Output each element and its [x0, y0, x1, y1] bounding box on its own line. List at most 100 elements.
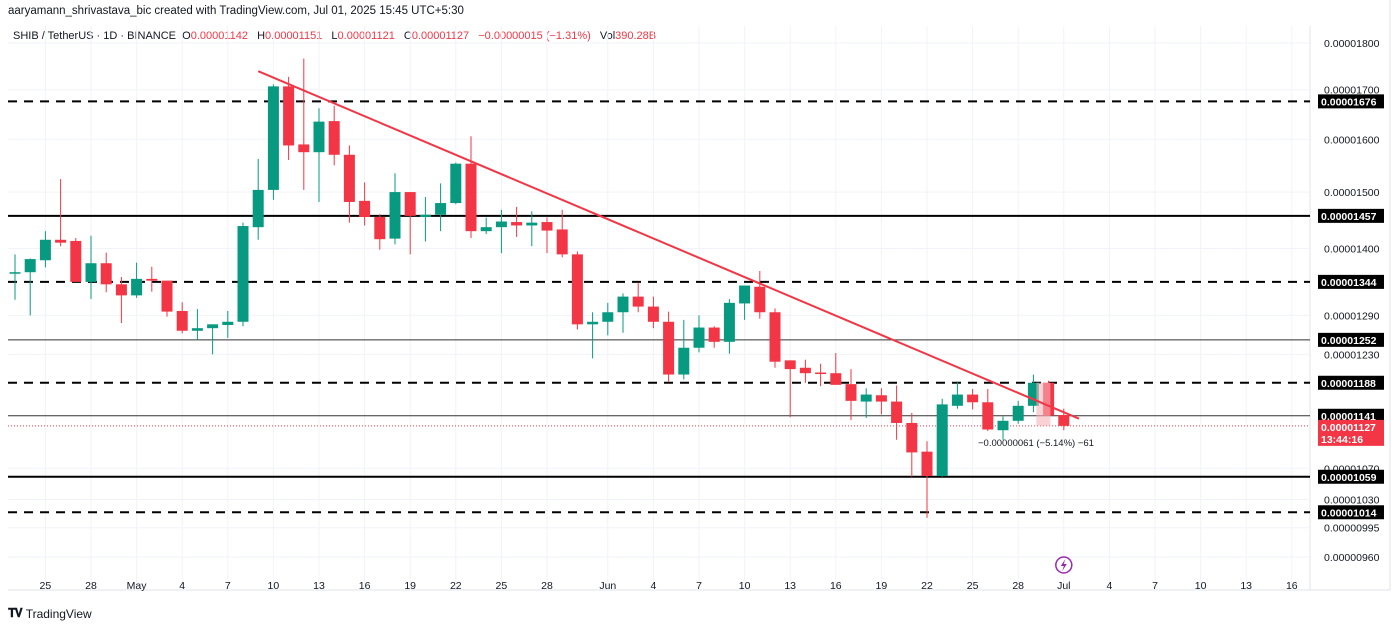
candle-up — [252, 158, 264, 240]
level-price-label: 0.00001059 — [1321, 472, 1377, 484]
candle-body — [389, 192, 401, 239]
candle-body — [450, 163, 462, 204]
candle-down — [830, 353, 842, 385]
candle-body — [1027, 382, 1039, 406]
candle-down — [799, 359, 811, 383]
candle-down — [647, 296, 659, 329]
candle-down — [921, 441, 933, 518]
lightning-icon[interactable] — [1055, 556, 1073, 574]
candle-body — [754, 286, 766, 313]
candle-body — [511, 222, 523, 226]
date-tick-label: 16 — [1286, 580, 1298, 592]
price-chart[interactable]: −0.00000061 (−5.14%) −61 0.000018000.000… — [0, 0, 1400, 600]
candle-down — [663, 311, 675, 383]
candle-body — [663, 321, 675, 375]
candle-body — [845, 384, 857, 401]
date-tick-label: 22 — [450, 580, 462, 592]
candle-body — [1058, 415, 1070, 426]
candle-body — [830, 373, 842, 385]
bar-countdown: 13:44:16 — [1321, 434, 1363, 446]
candle-body — [267, 86, 279, 190]
candle-body — [313, 121, 325, 153]
candle-body — [723, 302, 735, 342]
date-tick-label: Jul — [1057, 580, 1070, 592]
level-price-label: 0.00001188 — [1321, 378, 1376, 390]
price-tick-label: 0.00001700 — [1324, 85, 1380, 97]
date-tick-label: 13 — [1240, 580, 1252, 592]
candle-up — [39, 231, 51, 268]
trendline[interactable] — [257, 70, 1080, 420]
candle-body — [860, 394, 872, 402]
date-tick-label: 28 — [541, 580, 553, 592]
candle-up — [693, 315, 705, 353]
candle-down — [70, 238, 82, 282]
price-tick-label: 0.00000960 — [1324, 552, 1380, 564]
candle-up — [207, 324, 219, 355]
candle-body — [480, 227, 492, 232]
candle-body — [739, 285, 751, 304]
candle-body — [495, 221, 507, 228]
price-tick-label: 0.00001800 — [1324, 38, 1380, 50]
level-price-tag — [1318, 469, 1384, 484]
candle-body — [997, 420, 1009, 431]
level-price-tag — [1318, 274, 1384, 289]
date-tick-label: 22 — [921, 580, 933, 592]
candle-down — [845, 369, 857, 421]
candle-body — [526, 222, 538, 226]
candle-down — [298, 58, 310, 190]
volume-value: 390.28B — [615, 30, 657, 42]
candle-down — [769, 308, 781, 368]
close-label: C — [403, 30, 412, 42]
symbol-name[interactable]: SHIB / TetherUS · 1D · BINANCE — [13, 30, 177, 42]
candle-up — [526, 211, 538, 247]
candle-body — [131, 278, 143, 296]
close-value: 0.00001127 — [411, 30, 470, 42]
date-tick-label: 7 — [225, 580, 231, 592]
candle-down — [176, 302, 188, 334]
date-tick-label: 4 — [179, 580, 185, 592]
drawings[interactable]: −0.00000061 (−5.14%) −61 — [257, 70, 1094, 574]
candle-up — [495, 209, 507, 254]
time-axis[interactable]: 25 28 May 4 7 10 13 16 19 22 25 28 Jun 4 7 10 13 16 19 22 25… — [40, 580, 1298, 592]
horizontal-levels[interactable] — [8, 100, 1310, 514]
candle-down — [754, 271, 766, 319]
candle-up — [24, 258, 36, 316]
candle-down — [541, 217, 553, 254]
date-tick-label: 7 — [696, 580, 702, 592]
candle-up — [480, 217, 492, 235]
date-tick-label: 4 — [650, 580, 656, 592]
candle-up — [237, 222, 249, 327]
candle-up — [389, 173, 401, 245]
level-price-label: 0.00001676 — [1321, 96, 1377, 108]
high-value: 0.00001151 — [265, 30, 323, 42]
candle-body — [602, 312, 614, 322]
price-tick-label: 0.00001500 — [1324, 187, 1380, 199]
date-tick-label: 25 — [967, 580, 979, 592]
tradingview-logo[interactable]: 𝐓𝐕 TradingView — [8, 606, 92, 621]
symbol-legend: SHIB / TetherUS · 1D · BINANCE O0.000011… — [13, 30, 662, 42]
candle-down — [404, 192, 416, 255]
level-price-tag — [1318, 375, 1384, 390]
candle-down — [511, 206, 523, 237]
candle-up — [267, 84, 279, 200]
candle-body — [769, 312, 781, 362]
candle-body — [85, 263, 97, 282]
price-axis[interactable]: 0.00001800 0.00001700 0.00001600 0.00001500… — [1318, 38, 1384, 564]
candle-body — [419, 214, 431, 217]
grid — [8, 0, 1391, 591]
candle-down — [100, 252, 112, 293]
candle-body — [9, 272, 21, 274]
candle-body — [176, 310, 188, 331]
price-tick-label: 0.00001600 — [1324, 134, 1380, 146]
candle-body — [100, 263, 112, 285]
candle-up — [435, 183, 447, 232]
candle-body — [617, 296, 629, 313]
price-tick-label: 0.00001400 — [1324, 243, 1380, 255]
date-tick-label: 16 — [359, 580, 371, 592]
candle-body — [343, 154, 355, 202]
level-price-label: 0.00001457 — [1321, 211, 1377, 223]
candle-body — [237, 226, 249, 322]
candle-down — [359, 182, 371, 226]
candle-down — [708, 326, 720, 348]
level-price-tag — [1318, 505, 1384, 520]
